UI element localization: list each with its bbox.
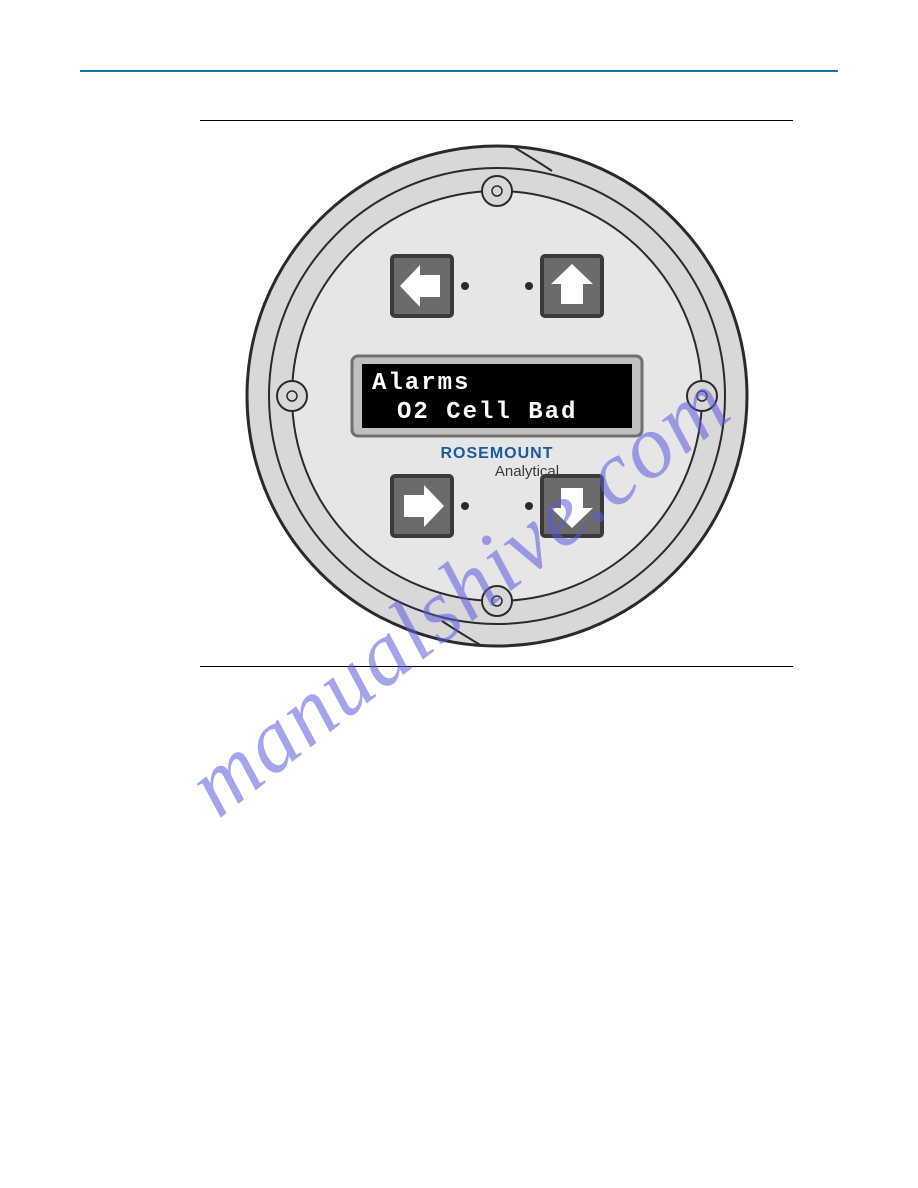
right-arrow-button[interactable] bbox=[392, 476, 452, 536]
left-arrow-button[interactable] bbox=[392, 256, 452, 316]
left-button-led bbox=[461, 282, 469, 290]
down-arrow-button[interactable] bbox=[542, 476, 602, 536]
screw-top bbox=[482, 176, 512, 206]
figure-container: Alarms O2 Cell Bad ROSEMOUNT Analytical bbox=[200, 120, 793, 667]
screw-bottom bbox=[482, 586, 512, 616]
figure-bottom-rule bbox=[200, 666, 793, 667]
down-button-led bbox=[525, 502, 533, 510]
lcd-line1: Alarms bbox=[372, 370, 470, 397]
right-button-led bbox=[461, 502, 469, 510]
screw-right bbox=[687, 381, 717, 411]
lcd-line2: O2 Cell Bad bbox=[397, 399, 577, 426]
header-rule bbox=[80, 70, 838, 72]
up-button-led bbox=[525, 282, 533, 290]
brand-line1: ROSEMOUNT bbox=[440, 445, 553, 462]
lcd-screen: Alarms O2 Cell Bad bbox=[352, 356, 642, 436]
screw-left bbox=[277, 381, 307, 411]
page: Alarms O2 Cell Bad ROSEMOUNT Analytical bbox=[0, 0, 918, 1188]
figure-top-rule bbox=[200, 120, 793, 121]
up-arrow-button[interactable] bbox=[542, 256, 602, 316]
dial-device: Alarms O2 Cell Bad ROSEMOUNT Analytical bbox=[237, 136, 757, 656]
